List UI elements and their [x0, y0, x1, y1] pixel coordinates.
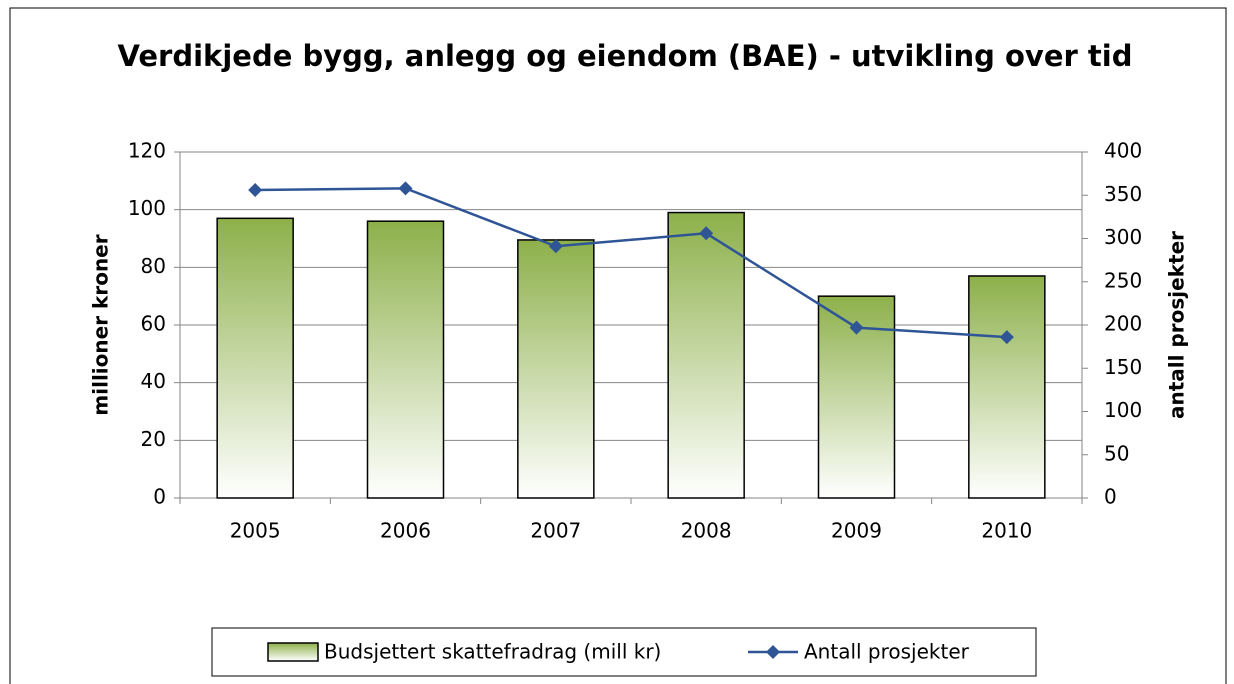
legend-marker: [766, 645, 780, 659]
chart-title: Verdikjede bygg, anlegg og eiendom (BAE)…: [118, 39, 1133, 73]
bar: [517, 239, 595, 499]
bar: [216, 217, 294, 499]
y-tick-label: 80: [141, 254, 166, 278]
line-marker: [699, 226, 714, 241]
bar: [667, 211, 745, 499]
y2-tick-label: 50: [1104, 441, 1129, 465]
y-tick-label: 20: [141, 427, 166, 451]
x-tick-label: 2010: [981, 519, 1032, 543]
line-marker: [398, 181, 413, 196]
x-tick-label: 2007: [530, 519, 581, 543]
line-marker: [849, 320, 864, 335]
y2-tick-label: 300: [1104, 225, 1142, 249]
y-tick-label: 40: [141, 369, 166, 393]
legend-label: Budsjettert skattefradrag (mill kr): [324, 640, 661, 664]
y-tick-label: 100: [128, 196, 166, 220]
y-tick-label: 60: [141, 312, 166, 336]
legend-label: Antall prosjekter: [804, 640, 970, 664]
y2-tick-label: 250: [1104, 268, 1142, 292]
y-axis-label: millioner kroner: [89, 234, 113, 415]
x-tick-label: 2008: [681, 519, 732, 543]
bar: [366, 220, 445, 499]
y2-tick-label: 100: [1104, 398, 1142, 422]
legend-swatch: [267, 642, 319, 662]
x-tick-label: 2005: [230, 519, 281, 543]
y-tick-label: 0: [153, 485, 166, 509]
line-marker: [248, 183, 263, 198]
bar: [968, 275, 1046, 499]
line-marker: [999, 330, 1014, 345]
y2-tick-label: 150: [1104, 355, 1142, 379]
legend-box: [211, 627, 1037, 677]
line: [255, 187, 1007, 339]
y-tick-label: 120: [128, 139, 166, 163]
chart-frame: [9, 7, 1227, 684]
line-marker: [548, 239, 563, 254]
y2-tick-label: 350: [1104, 182, 1142, 206]
y2-tick-label: 0: [1104, 485, 1117, 509]
y2-tick-label: 200: [1104, 312, 1142, 336]
y2-axis-label: antall prosjekter: [1165, 231, 1189, 419]
x-tick-label: 2009: [831, 519, 882, 543]
x-tick-label: 2006: [380, 519, 431, 543]
y2-tick-label: 400: [1104, 139, 1142, 163]
